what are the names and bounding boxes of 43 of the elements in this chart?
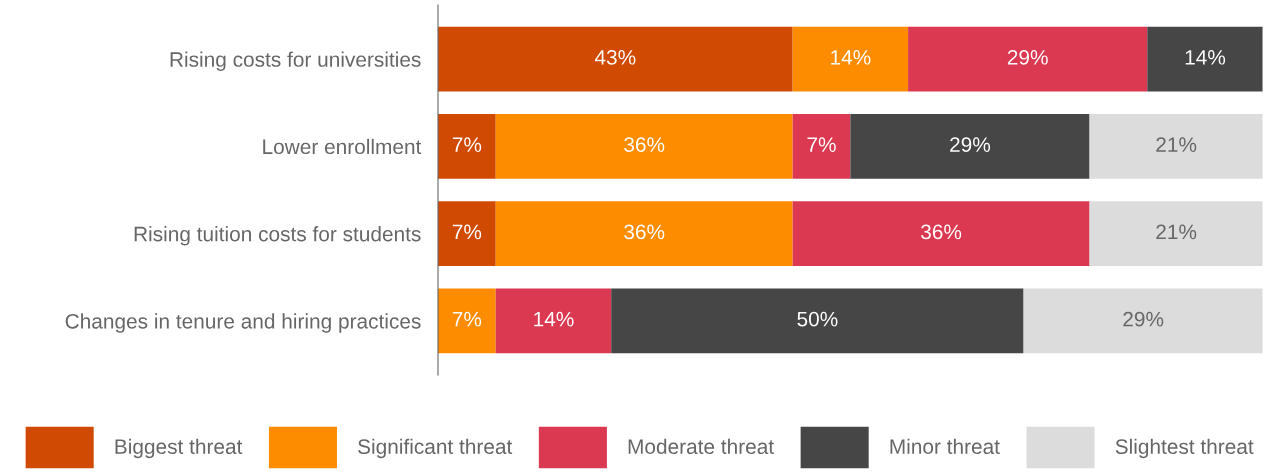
bar bbox=[495, 114, 793, 179]
bar bbox=[438, 288, 496, 354]
data-label: 7% bbox=[452, 137, 482, 152]
bar bbox=[1089, 201, 1263, 266]
data-label: 36% bbox=[624, 224, 665, 240]
data-label: 7% bbox=[452, 224, 482, 240]
data-label: 50% bbox=[797, 311, 838, 327]
data-label: 29% bbox=[1123, 311, 1164, 327]
data-label: 36% bbox=[921, 224, 962, 240]
bar bbox=[495, 201, 793, 266]
bar bbox=[792, 201, 1090, 266]
bar bbox=[495, 288, 612, 354]
bar bbox=[792, 26, 909, 92]
data-label: 7% bbox=[452, 311, 482, 327]
bar bbox=[1147, 26, 1263, 92]
legend-label: Minor threat bbox=[890, 438, 1000, 455]
data-label: 21% bbox=[1156, 137, 1197, 152]
legend-label: Biggest threat bbox=[115, 438, 243, 459]
data-label: 29% bbox=[1007, 49, 1048, 65]
bar bbox=[438, 114, 496, 179]
data-label: 29% bbox=[950, 137, 991, 152]
bar bbox=[792, 114, 851, 179]
data-label: 21% bbox=[1156, 224, 1197, 240]
bar bbox=[1023, 288, 1263, 354]
legend-label: Significant threat bbox=[358, 438, 513, 459]
data-label: 14% bbox=[534, 311, 574, 327]
y-tick-label: Rising tuition costs for students bbox=[134, 226, 421, 246]
bar bbox=[611, 288, 1024, 354]
bar bbox=[1089, 114, 1263, 179]
bar bbox=[438, 201, 496, 266]
legend-label: Slightest threat bbox=[1115, 438, 1254, 459]
data-label: 7% bbox=[807, 137, 836, 152]
data-label: 43% bbox=[594, 49, 636, 65]
data-label: 14% bbox=[831, 50, 871, 65]
legend-label: Moderate threat bbox=[628, 438, 774, 455]
bar bbox=[908, 26, 1148, 92]
y-tick-label: Changes in tenure and hiring practices bbox=[65, 313, 421, 333]
y-tick-label: Lower enrollment bbox=[263, 138, 422, 155]
data-label: 14% bbox=[1185, 50, 1226, 65]
data-label: 36% bbox=[624, 137, 665, 152]
bar bbox=[850, 114, 1090, 179]
y-tick-label: Rising costs for universities bbox=[170, 51, 421, 71]
bar bbox=[438, 26, 793, 92]
